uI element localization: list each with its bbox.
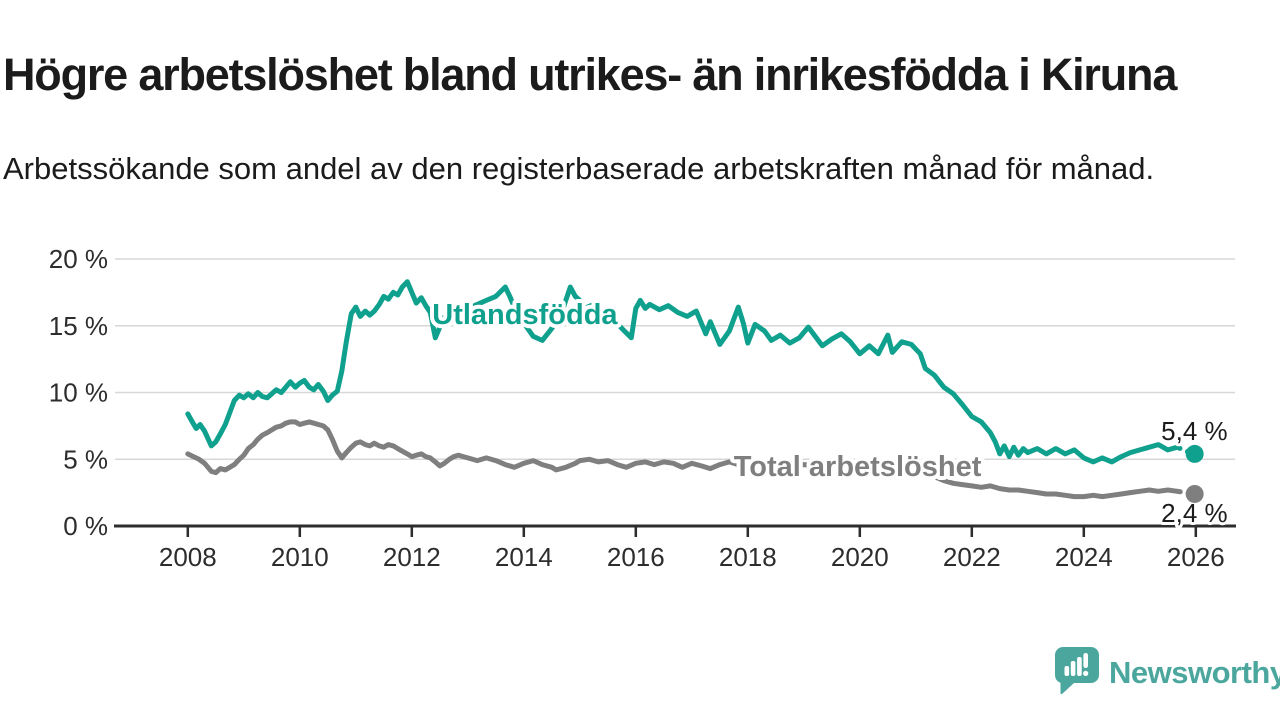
series-label: Total arbetslöshet <box>734 451 982 483</box>
y-tick-label: 10 % <box>49 378 108 408</box>
y-tick-label: 15 % <box>49 311 108 341</box>
newsworthy-logo-icon <box>1054 647 1099 695</box>
x-tick-label: 2012 <box>383 542 441 572</box>
logo-bubble-shape <box>1054 647 1099 695</box>
x-tick-label: 2016 <box>607 542 665 572</box>
line-chart: 0 % 5 % 10 % 15 % 20 % 2008 2010 2012 2014 2016 20… <box>49 244 1236 572</box>
x-tick-label: 2026 <box>1167 542 1225 572</box>
series-end-value-label: 5,4 % <box>1161 416 1228 446</box>
x-tick-label: 2018 <box>719 542 777 572</box>
series-label: Utlandsfödda <box>432 299 618 331</box>
x-tick-label: 2024 <box>1055 542 1113 572</box>
logo-bar-chart-glyph <box>1064 653 1089 676</box>
x-tick-label: 2008 <box>159 542 217 572</box>
series-line-total <box>185 419 1180 500</box>
series-end-dot <box>1185 444 1204 463</box>
x-tick-label: 2022 <box>943 542 1001 572</box>
y-tick-label: 20 % <box>49 244 108 274</box>
x-tick-label: 2014 <box>495 542 553 572</box>
series-line-utlandsfodda <box>185 279 1180 465</box>
series-end-value-label: 2,4 % <box>1161 498 1228 528</box>
chart-title: Högre arbetslöshet bland utrikes- än inr… <box>3 49 1177 101</box>
series-end-dot <box>1185 484 1204 503</box>
x-tick-label: 2020 <box>831 542 889 572</box>
chart-subtitle: Arbetssökande som andel av den registerb… <box>3 151 1155 186</box>
brand-name: Newsworthy <box>1109 654 1280 690</box>
y-tick-label: 5 % <box>63 444 108 474</box>
brand-footer: Newsworthy <box>1054 646 1280 699</box>
x-tick-label: 2010 <box>271 542 329 572</box>
y-tick-label: 0 % <box>63 511 108 541</box>
